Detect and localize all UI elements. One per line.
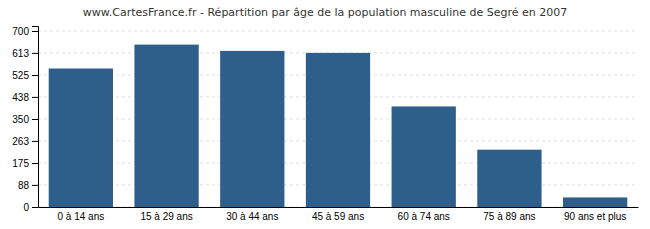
y-tick-label: 0 [23,202,29,213]
bars [49,45,628,207]
y-tick-mark [32,31,38,32]
x-axis: 0 à 14 ans 15 à 29 ans 30 à 44 ans 45 à 59 … [39,208,639,223]
x-tick: 30 à 44 ans [226,211,278,222]
y-tick-mark [32,163,38,164]
y-tick: 350 [12,114,38,125]
y-tick-label: 88 [18,180,30,191]
x-tick-label: 60 à 74 ans [398,211,450,222]
x-tick-label: 15 à 29 ans [140,211,192,222]
y-axis-line [32,27,39,208]
chart-container: 0 88 175 263 350 438 525 613 700 0 à 14 ans 15 à 2… [0,0,650,229]
y-tick: 613 [12,48,38,59]
y-tick-mark [32,207,38,208]
x-tick-label: 90 ans et plus [564,211,626,222]
x-tick-label: 75 à 89 ans [483,211,535,222]
y-tick: 0 [23,202,38,213]
y-tick-mark [32,75,38,76]
x-tick-label: 0 à 14 ans [57,211,104,222]
y-tick: 175 [12,158,38,169]
y-tick: 700 [12,26,38,37]
y-tick-mark [32,97,38,98]
bar [563,197,627,207]
y-tick-label: 613 [12,48,29,59]
y-tick: 525 [12,70,38,81]
bar [477,150,541,207]
y-tick-label: 525 [12,70,29,81]
y-tick-label: 350 [12,114,29,125]
x-tick: 45 à 59 ans [312,211,364,222]
x-axis-line [39,207,639,208]
y-tick-label: 263 [12,136,29,147]
grid [38,31,638,207]
y-tick-mark [32,141,38,142]
x-tick: 15 à 29 ans [140,211,192,222]
bar [392,106,456,207]
x-tick-label: 45 à 59 ans [312,211,364,222]
y-tick-mark [32,119,38,120]
chart-svg: 0 88 175 263 350 438 525 613 700 0 à 14 ans 15 à 2… [0,0,650,229]
y-tick: 438 [12,92,38,103]
grid-line [38,31,638,32]
x-tick: 0 à 14 ans [57,211,104,222]
y-tick-label: 175 [12,158,29,169]
x-tick-label: 30 à 44 ans [226,211,278,222]
x-tick: 75 à 89 ans [483,211,535,222]
y-tick-label: 700 [12,26,29,37]
y-axis: 0 88 175 263 350 438 525 613 700 [12,26,38,213]
x-tick: 90 ans et plus [564,211,626,222]
bar [220,51,284,207]
y-tick-mark [32,185,38,186]
y-tick-label: 438 [12,92,29,103]
y-tick: 263 [12,136,38,147]
bar [306,53,370,207]
y-tick-mark [32,53,38,54]
bar [134,45,198,207]
plot-area: 0 88 175 263 350 438 525 613 700 0 à 14 ans 15 à 2… [12,26,638,222]
bar [49,68,113,207]
title: www.CartesFrance.fr - Répartition par âg… [83,6,567,19]
x-tick: 60 à 74 ans [398,211,450,222]
y-tick: 88 [18,180,38,191]
